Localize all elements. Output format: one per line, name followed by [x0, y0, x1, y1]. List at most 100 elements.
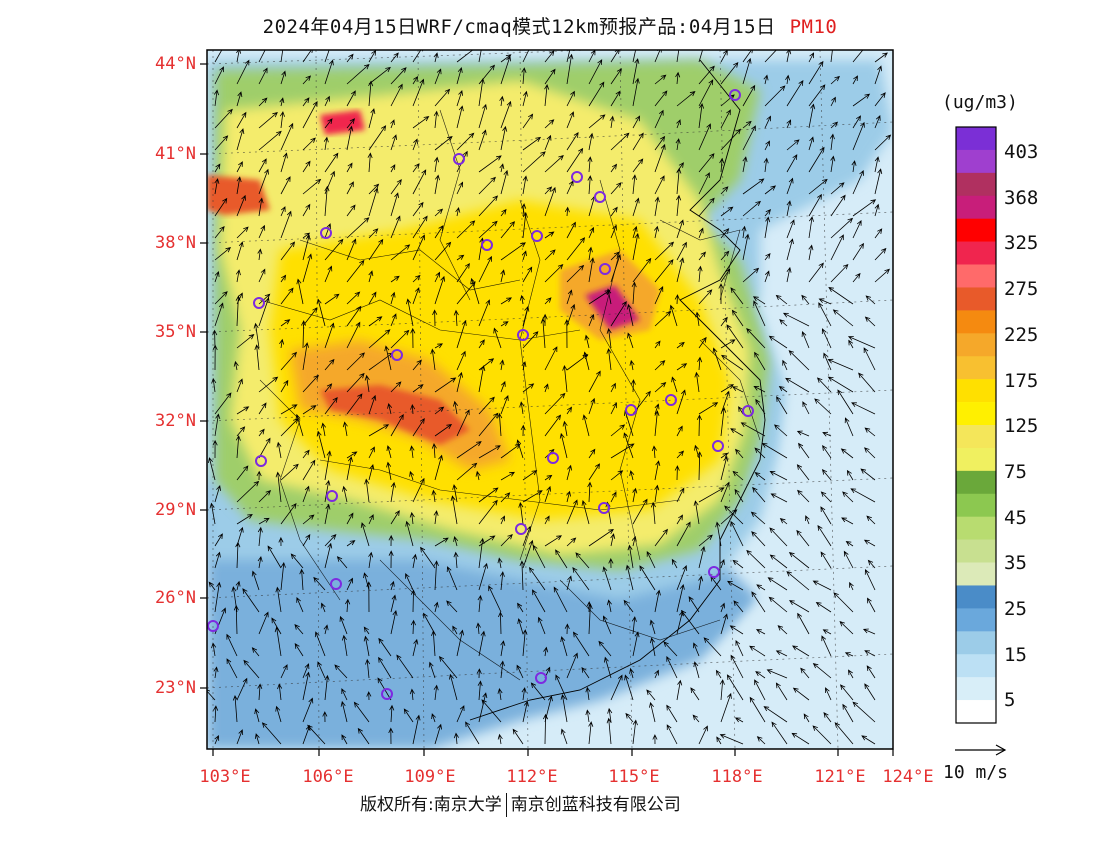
wind-arrow — [654, 196, 660, 217]
colorbar-swatch — [956, 516, 996, 540]
wind-arrow — [324, 674, 330, 701]
city-marker — [598, 502, 610, 514]
wind-arrow — [517, 602, 524, 613]
colorbar-tick-label: 368 — [1004, 186, 1039, 209]
wind-arrow — [791, 732, 810, 745]
wind-arrow — [676, 679, 683, 701]
wind-arrow — [544, 134, 552, 151]
wind-arrow — [566, 406, 573, 415]
wind-arrow — [453, 536, 459, 547]
wind-arrow — [235, 269, 241, 283]
map-title: 2024年04月15日WRF/cmaq模式12km预报产品:04月15日 PM10 — [0, 12, 1100, 39]
inner-mongolia-peak-region — [320, 110, 365, 135]
wind-arrow — [632, 232, 640, 261]
wind-arrow — [236, 128, 245, 151]
wind-arrow — [520, 424, 526, 437]
wind-arrow — [363, 572, 370, 591]
wind-arrow — [654, 340, 661, 349]
wind-arrow — [433, 510, 439, 525]
wind-arrow — [544, 83, 550, 107]
wind-arrow — [749, 645, 766, 657]
wind-arrow — [339, 615, 348, 635]
wind-arrow — [500, 395, 509, 415]
wind-arrow — [566, 111, 575, 129]
wind-arrow — [211, 642, 217, 657]
wind-arrow — [500, 221, 515, 239]
wind-arrow — [324, 185, 330, 217]
wind-arrow — [606, 599, 612, 613]
wind-arrow — [251, 570, 260, 591]
wind-arrow — [676, 514, 683, 525]
colorbar-unit: (ug/m3) — [942, 92, 1018, 113]
wind-arrow — [566, 289, 573, 305]
wind-arrow — [671, 376, 678, 393]
wind-arrow — [566, 490, 571, 503]
colorbar-swatch — [956, 379, 996, 403]
wind-arrow — [434, 275, 446, 305]
wind-arrow — [456, 462, 478, 481]
wind-arrow — [279, 97, 285, 107]
wind-arrow — [631, 281, 637, 305]
wind-arrow — [275, 471, 282, 503]
wind-arrow — [434, 241, 452, 261]
wind-arrow — [606, 327, 612, 349]
wind-arrow — [588, 81, 605, 107]
wind-arrow — [751, 531, 766, 547]
wind-arrow — [676, 584, 685, 613]
wind-arrow — [654, 135, 666, 151]
wind-arrow — [676, 91, 696, 107]
wind-arrow — [720, 250, 730, 261]
wind-arrow — [475, 470, 481, 481]
wind-arrow — [368, 394, 377, 415]
wind-arrow — [735, 639, 744, 657]
wind-arrow — [412, 714, 421, 745]
wind-arrow — [746, 549, 766, 569]
wind-arrow — [680, 609, 700, 635]
city-marker — [547, 452, 559, 464]
wind-arrow — [562, 364, 568, 393]
wind-arrow — [323, 624, 329, 635]
wind-arrow — [822, 629, 832, 635]
wind-arrow — [830, 234, 844, 261]
wind-arrow — [214, 734, 220, 745]
wind-arrow — [821, 328, 832, 349]
wind-arrow — [452, 625, 458, 635]
wind-arrow — [478, 176, 496, 195]
wind-arrow — [776, 396, 788, 415]
wind-arrow — [302, 232, 311, 239]
wind-arrow — [852, 272, 861, 283]
wind-arrow — [434, 136, 453, 151]
wind-arrow — [676, 521, 691, 547]
wind-arrow — [675, 71, 681, 85]
wind-arrow — [214, 485, 221, 503]
wind-arrow — [307, 724, 326, 745]
wind-arrow — [698, 227, 704, 239]
wind-arrow — [754, 351, 766, 371]
wind-arrow — [406, 298, 414, 327]
wind-arrow — [321, 422, 327, 437]
wind-arrow — [431, 489, 437, 503]
wind-arrow — [588, 114, 606, 129]
wind-arrow — [390, 329, 410, 349]
city-marker — [391, 349, 403, 361]
wind-arrow — [756, 584, 766, 591]
wind-arrow — [742, 200, 761, 217]
wind-arrow — [764, 216, 771, 239]
wind-arrow — [522, 90, 528, 107]
wind-arrow — [456, 50, 474, 63]
wind-arrow — [761, 442, 788, 459]
wind-arrow — [654, 484, 660, 503]
wind-arrow — [715, 521, 722, 547]
wind-arrow — [280, 664, 288, 679]
wind-scale-arrow — [955, 744, 1007, 756]
wind-arrow — [719, 733, 744, 745]
wind-arrow — [750, 511, 766, 525]
wind-arrow — [478, 499, 498, 525]
wind-arrow — [478, 562, 488, 591]
wind-arrow — [478, 77, 485, 107]
wind-arrow — [564, 206, 570, 217]
wind-arrow — [719, 679, 725, 701]
wind-arrow — [778, 385, 788, 393]
wind-arrow — [258, 97, 268, 107]
pollutant-label: PM10 — [789, 16, 838, 38]
